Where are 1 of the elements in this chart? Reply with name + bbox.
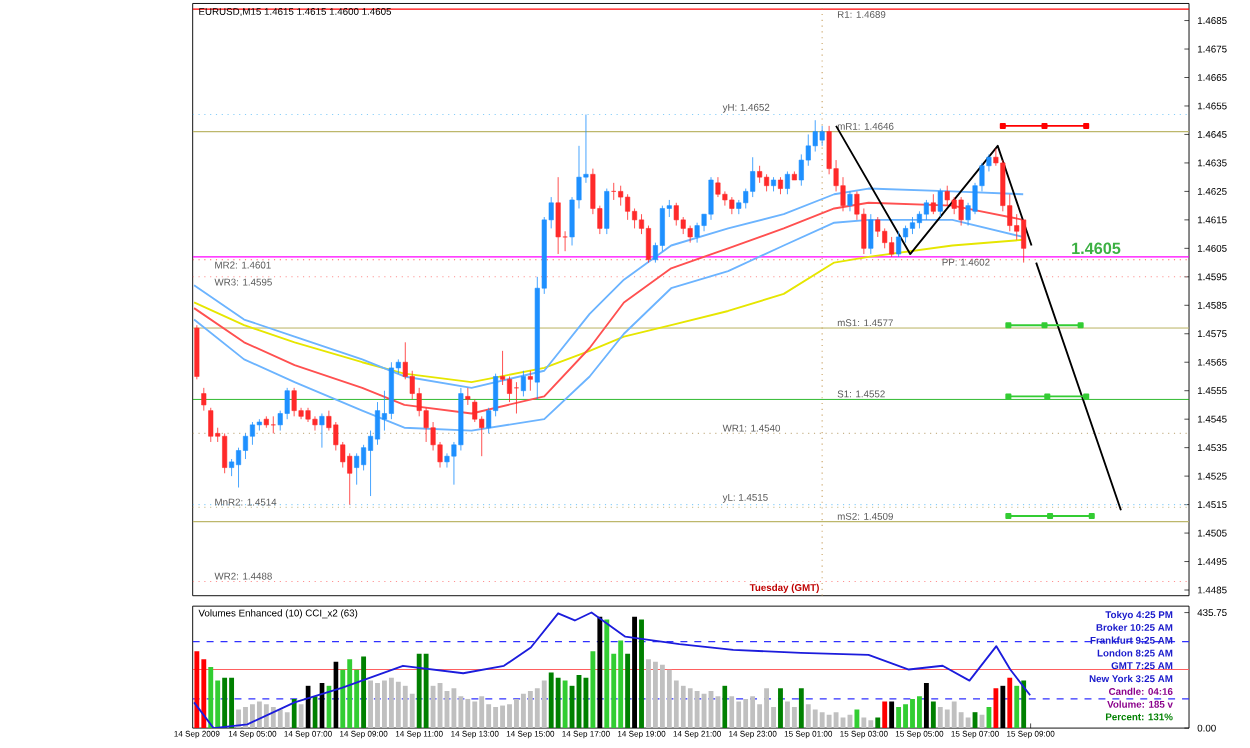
annotation: 1.4605 <box>1072 242 1121 255</box>
